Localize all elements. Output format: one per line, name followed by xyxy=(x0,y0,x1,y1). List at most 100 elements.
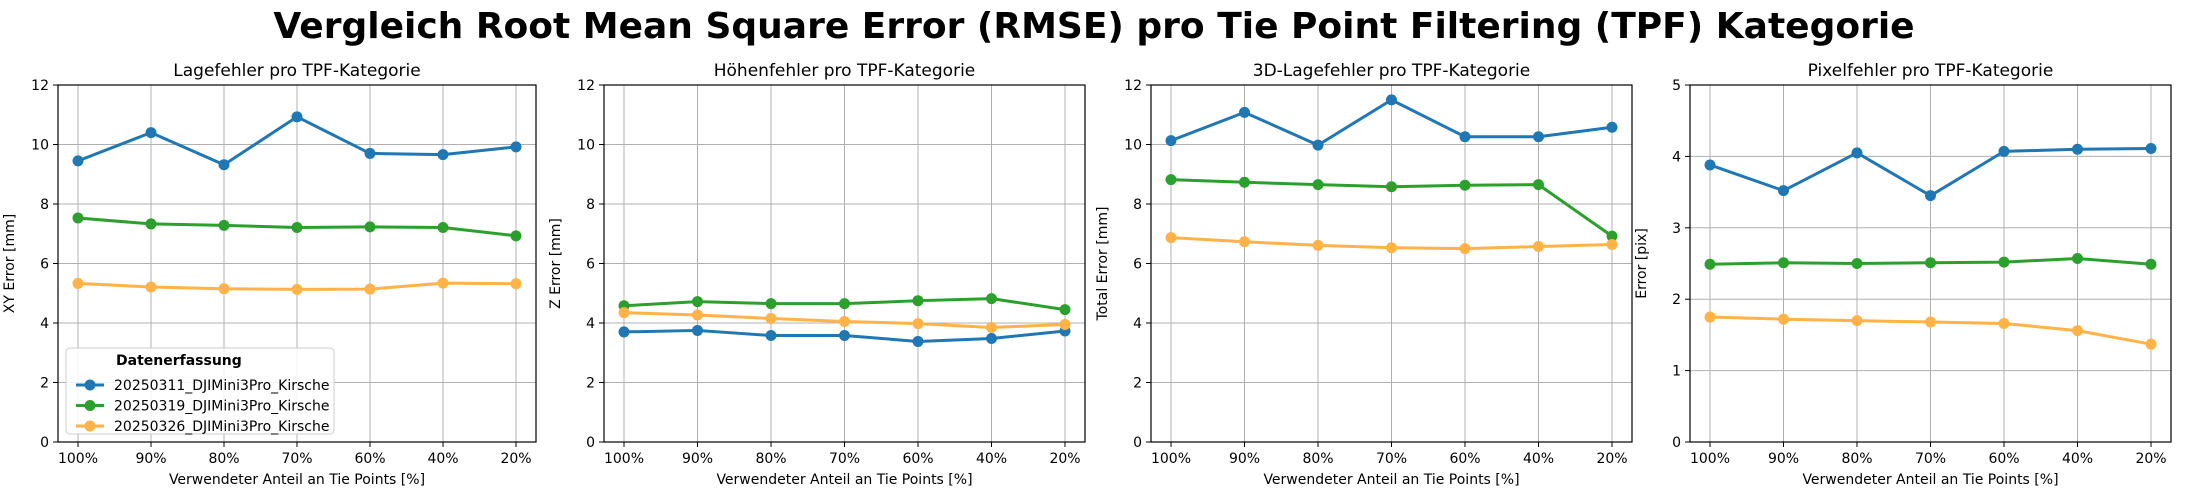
data-point xyxy=(364,283,376,295)
data-point xyxy=(218,159,230,171)
y-tick-label: 12 xyxy=(1124,78,1142,94)
x-tick-label: 90% xyxy=(135,451,166,467)
x-tick-label: 80% xyxy=(1302,451,1333,467)
legend-entry: 20250319_DJIMini3Pro_Kirsche xyxy=(114,399,329,415)
legend-title: Datenerfassung xyxy=(116,353,242,369)
data-point xyxy=(364,221,376,233)
chart-title: Höhenfehler pro TPF-Kategorie xyxy=(714,61,976,81)
x-tick-label: 70% xyxy=(829,451,860,467)
figure-title: Vergleich Root Mean Square Error (RMSE) … xyxy=(273,6,1914,47)
data-point xyxy=(291,283,303,295)
data-point xyxy=(1533,131,1544,143)
data-point xyxy=(839,298,850,310)
data-point xyxy=(1459,131,1471,143)
data-point xyxy=(765,329,777,341)
x-tick-label: 40% xyxy=(1523,451,1554,467)
data-point xyxy=(2145,258,2157,270)
y-tick-label: 4 xyxy=(586,316,595,332)
data-point xyxy=(1704,258,1716,270)
data-point xyxy=(912,295,924,307)
data-point xyxy=(1606,121,1618,133)
data-point xyxy=(1704,159,1716,171)
data-point xyxy=(2145,143,2157,155)
data-point xyxy=(218,283,230,295)
data-point xyxy=(618,326,630,338)
data-point xyxy=(986,332,997,344)
data-point xyxy=(1925,190,1936,202)
chart-title: Pixelfehler pro TPF-Kategorie xyxy=(1808,61,2054,81)
data-point xyxy=(1312,139,1324,151)
x-tick-label: 20% xyxy=(500,451,531,467)
x-tick-label: 60% xyxy=(902,451,933,467)
data-point xyxy=(692,324,703,336)
data-point xyxy=(2072,143,2083,155)
data-point xyxy=(1998,256,2010,268)
data-point xyxy=(1386,242,1397,254)
y-axis-label: XY Error [mm] xyxy=(2,214,18,313)
x-tick-label: 20% xyxy=(2135,451,2166,467)
y-tick-label: 6 xyxy=(1133,257,1142,273)
x-axis-label: Verwendeter Anteil an Tie Points [%] xyxy=(1802,472,2058,488)
legend-marker xyxy=(84,400,96,411)
data-point xyxy=(1059,318,1071,330)
data-point xyxy=(1704,311,1716,323)
data-point xyxy=(1165,232,1177,244)
data-point xyxy=(1239,176,1250,188)
data-point xyxy=(1998,317,2010,329)
legend-marker xyxy=(84,379,96,391)
x-tick-label: 60% xyxy=(1988,451,2019,467)
data-point xyxy=(1851,315,1863,327)
y-tick-label: 8 xyxy=(1133,197,1142,213)
y-tick-label: 8 xyxy=(40,197,49,213)
x-axis-label: Verwendeter Anteil an Tie Points [%] xyxy=(169,472,425,488)
x-tick-label: 80% xyxy=(1841,451,1872,467)
chart-panel-1: 100% 90% 80% 70% 60% 40% 20% 0 2 4 6 8 10 12 Lagefehle… xyxy=(2,61,537,488)
x-tick-label: 20% xyxy=(1049,451,1080,467)
x-tick-label: 100% xyxy=(604,451,644,467)
y-tick-label: 4 xyxy=(40,316,49,332)
x-tick-label: 100% xyxy=(1690,451,1730,467)
y-tick-label: 0 xyxy=(40,435,49,451)
legend-marker xyxy=(84,420,96,432)
data-point xyxy=(510,230,522,242)
data-point xyxy=(1606,238,1618,250)
data-point xyxy=(1998,145,2010,157)
data-point xyxy=(986,321,997,333)
data-point xyxy=(692,296,703,308)
data-point xyxy=(912,318,924,330)
data-point xyxy=(2072,253,2083,265)
data-point xyxy=(145,218,157,230)
data-point xyxy=(1239,236,1250,248)
legend-entry: 20250311_DJIMini3Pro_Kirsche xyxy=(114,378,329,394)
axes-frame xyxy=(57,84,537,443)
data-point xyxy=(1533,179,1544,191)
y-tick-label: 0 xyxy=(586,435,595,451)
axes-frame xyxy=(603,84,1086,443)
x-axis-label: Verwendeter Anteil an Tie Points [%] xyxy=(716,472,972,488)
y-tick-label: 10 xyxy=(1124,138,1142,154)
data-point xyxy=(618,307,630,319)
data-point xyxy=(1851,147,1863,159)
y-tick-label: 8 xyxy=(586,197,595,213)
x-tick-label: 80% xyxy=(208,451,239,467)
subplots: 100% 90% 80% 70% 60% 40% 20%024681012Lagefehle… xyxy=(2,61,2172,488)
chart-panel-4: 100% 90% 80% 70% 60% 40% 20% 0 1 2 3 4 5 Pixelfehler … xyxy=(1634,61,2172,488)
y-tick-label: 3 xyxy=(1672,221,1681,237)
axes-frame xyxy=(1689,84,2172,443)
data-point xyxy=(1165,135,1177,147)
data-point xyxy=(1239,106,1250,118)
data-point xyxy=(72,277,84,289)
data-point xyxy=(1778,257,1789,269)
data-point xyxy=(912,335,924,347)
data-point xyxy=(765,298,777,310)
data-point xyxy=(1778,185,1789,197)
data-point xyxy=(1925,316,1936,328)
y-tick-label: 4 xyxy=(1133,316,1142,332)
data-point xyxy=(1059,304,1071,316)
x-tick-label: 90% xyxy=(1229,451,1260,467)
data-point xyxy=(218,219,230,231)
data-point xyxy=(510,278,522,290)
y-tick-label: 0 xyxy=(1133,435,1142,451)
y-axis-label: Total Error [mm] xyxy=(1095,207,1111,322)
y-axis-label: Z Error [mm] xyxy=(548,218,564,309)
